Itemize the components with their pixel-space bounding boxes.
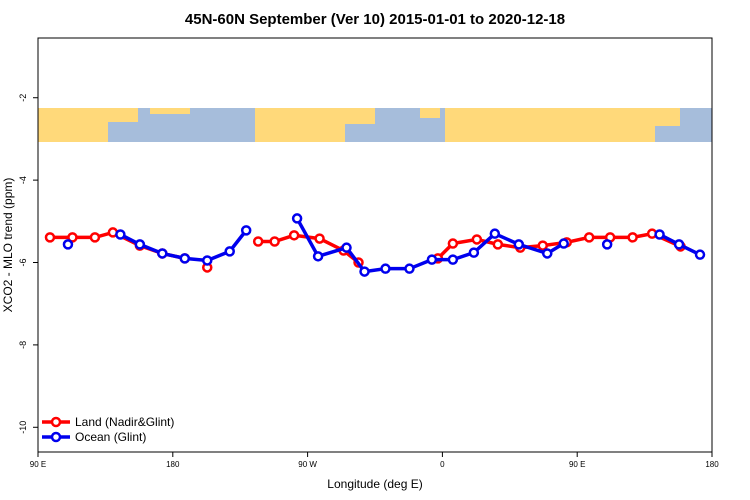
- legend: Land (Nadir&Glint)Ocean (Glint): [42, 415, 174, 444]
- legend-marker: [50, 416, 62, 428]
- data-point: [558, 238, 569, 249]
- data-point: [513, 239, 525, 250]
- data-point: [447, 238, 459, 249]
- data-point: [62, 239, 74, 250]
- data-point: [654, 229, 665, 240]
- data-point: [269, 236, 280, 247]
- data-point: [489, 228, 501, 239]
- data-point: [134, 239, 146, 250]
- data-point: [359, 266, 370, 277]
- data-point: [341, 242, 352, 253]
- data-point: [426, 254, 438, 265]
- data-point: [179, 253, 191, 264]
- chart-title: 45N-60N September (Ver 10) 2015-01-01 to…: [185, 11, 565, 28]
- x-tick-label: 90 E: [30, 460, 46, 469]
- data-point: [537, 240, 549, 251]
- legend-label: Land (Nadir&Glint): [75, 415, 174, 429]
- data-point: [288, 230, 300, 241]
- data-point: [404, 263, 415, 274]
- map-land: [255, 108, 345, 142]
- data-point: [157, 248, 168, 259]
- map-land: [345, 108, 375, 124]
- data-point: [44, 232, 56, 243]
- data-point: [291, 213, 303, 224]
- data-point: [541, 248, 553, 259]
- x-tick-label: 0: [440, 460, 445, 469]
- y-axis-label: XCO2 - MLO trend (ppm): [1, 178, 15, 313]
- map-land: [38, 108, 108, 142]
- data-point: [89, 232, 101, 243]
- data-point: [447, 254, 459, 265]
- map-land: [445, 108, 655, 142]
- x-tick-label: 90 W: [298, 460, 317, 469]
- data-point: [492, 239, 504, 250]
- legend-marker: [50, 431, 62, 443]
- data-point: [694, 249, 706, 260]
- data-point: [201, 255, 213, 266]
- legend-label: Ocean (Glint): [75, 430, 146, 444]
- data-point: [67, 232, 78, 243]
- data-point: [471, 234, 483, 245]
- map-land: [420, 108, 440, 118]
- data-point: [312, 251, 324, 262]
- y-tick-label: -6: [18, 258, 28, 266]
- x-tick-label: 180: [166, 460, 180, 469]
- data-point: [224, 246, 235, 257]
- data-point: [673, 239, 685, 250]
- data-point: [583, 232, 595, 243]
- map-land: [655, 108, 680, 126]
- map-land: [108, 108, 138, 122]
- data-point: [601, 239, 613, 250]
- map-land: [150, 108, 190, 114]
- x-axis-label: Longitude (deg E): [327, 477, 422, 491]
- map-band: [38, 108, 712, 142]
- data-point: [314, 233, 325, 244]
- data-point: [468, 247, 480, 258]
- x-tick-label: 90 E: [569, 460, 585, 469]
- y-tick-label: -2: [18, 94, 28, 102]
- data-point: [380, 263, 391, 274]
- y-tick-label: -4: [18, 176, 28, 184]
- plot-frame: [37, 37, 713, 453]
- x-tick-label: 180: [705, 460, 719, 469]
- data-point: [115, 229, 126, 240]
- data-point: [252, 236, 264, 247]
- data-point: [240, 225, 252, 236]
- data-point: [627, 232, 638, 243]
- y-tick-label: -10: [18, 421, 28, 434]
- y-tick-label: -8: [18, 341, 28, 349]
